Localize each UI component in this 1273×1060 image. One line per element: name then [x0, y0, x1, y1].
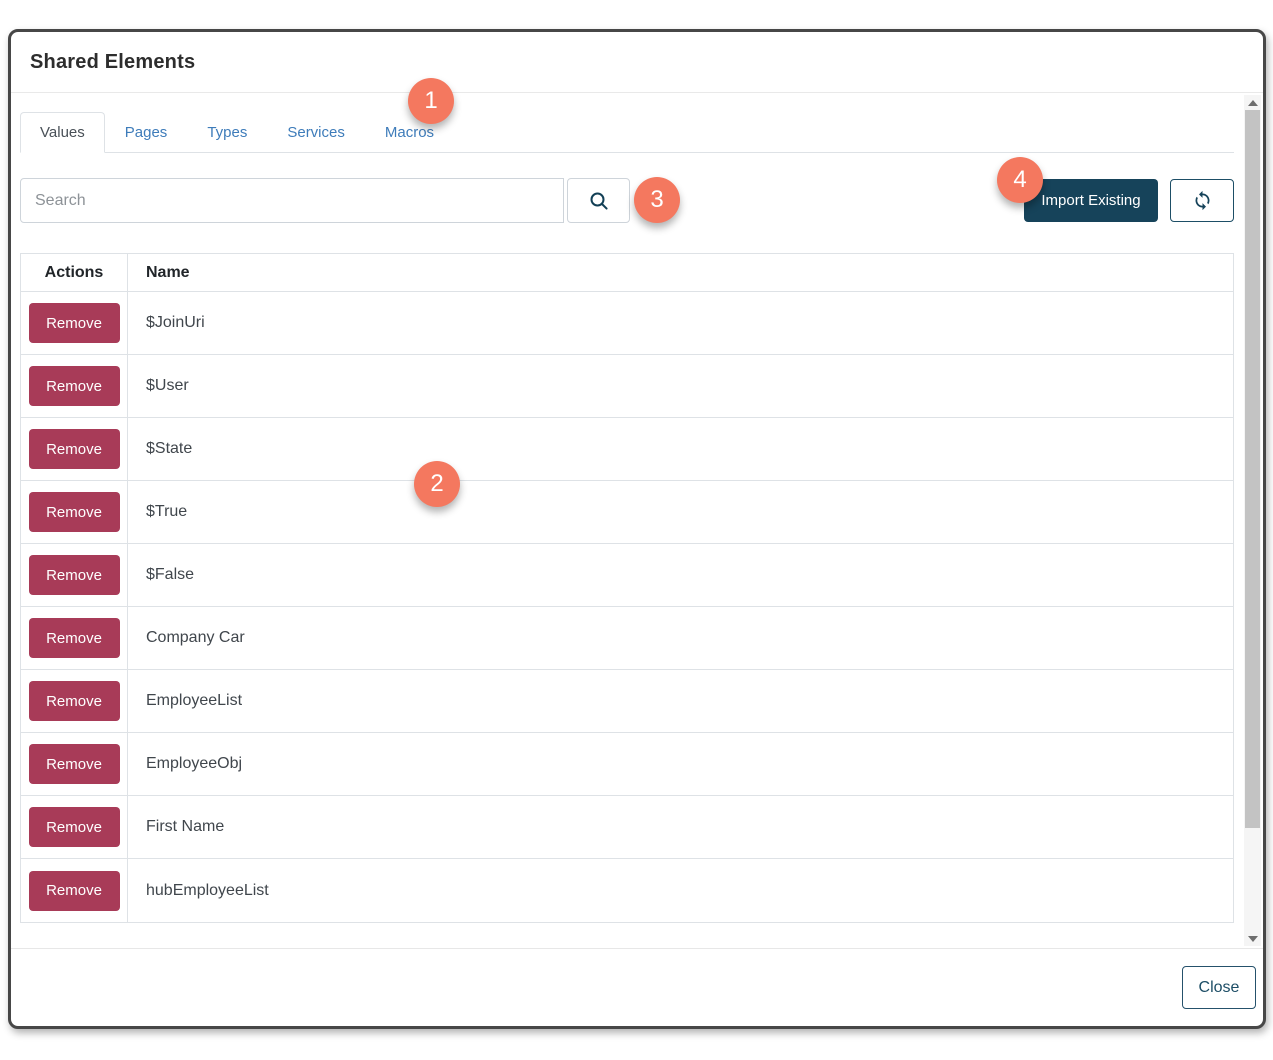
table-row: Remove $State	[21, 418, 1233, 481]
close-button[interactable]: Close	[1182, 966, 1256, 1009]
name-cell: hubEmployeeList	[146, 881, 269, 899]
tab-label: Pages	[124, 124, 168, 141]
scrollbar-down-arrow[interactable]	[1244, 931, 1261, 946]
actions-cell: Remove	[21, 796, 128, 858]
name-cell: $False	[146, 566, 195, 583]
tab-values[interactable]: Values	[20, 112, 105, 153]
modal-title: Shared Elements	[30, 50, 196, 73]
import-existing-button[interactable]: Import Existing	[1024, 179, 1158, 222]
name-cell: Company Car	[146, 629, 245, 646]
vertical-scrollbar[interactable]	[1244, 95, 1261, 946]
shared-elements-table: Actions Name Remove $JoinUri Remove $Use…	[20, 253, 1234, 923]
actions-cell: Remove	[21, 859, 128, 922]
actions-cell: Remove	[21, 292, 128, 354]
triangle-up-icon	[1247, 99, 1258, 106]
remove-button[interactable]: Remove	[28, 366, 120, 406]
remove-button[interactable]: Remove	[28, 429, 120, 469]
magnifier-icon	[588, 190, 610, 212]
table-row: Remove $JoinUri	[21, 292, 1233, 355]
actions-cell: Remove	[21, 733, 128, 795]
tab-pages[interactable]: Pages	[105, 112, 188, 153]
annotation-badge-4: 4	[997, 157, 1043, 203]
actions-cell: Remove	[21, 418, 128, 480]
actions-cell: Remove	[21, 481, 128, 543]
name-cell: $User	[146, 377, 189, 394]
scrollbar-up-arrow[interactable]	[1244, 95, 1261, 110]
actions-cell: Remove	[21, 355, 128, 417]
refresh-button[interactable]	[1170, 179, 1234, 222]
table-row: Remove EmployeeList	[21, 670, 1233, 733]
shared-elements-modal: Shared Elements Values Pages Types Servi…	[8, 29, 1266, 1029]
remove-button[interactable]: Remove	[28, 618, 120, 658]
tab-label: Macros	[384, 124, 435, 141]
triangle-down-icon	[1247, 935, 1258, 942]
table-row: Remove Company Car	[21, 607, 1233, 670]
refresh-icon	[1192, 190, 1213, 211]
remove-button[interactable]: Remove	[28, 681, 120, 721]
table-row: Remove $True	[21, 481, 1233, 544]
table-row: Remove hubEmployeeList	[21, 859, 1233, 922]
table-row: Remove EmployeeObj	[21, 733, 1233, 796]
tab-macros[interactable]: Macros	[365, 112, 454, 153]
actions-cell: Remove	[21, 607, 128, 669]
remove-button[interactable]: Remove	[28, 807, 120, 847]
name-cell: EmployeeObj	[146, 755, 243, 772]
actions-cell: Remove	[21, 670, 128, 732]
tab-label: Services	[287, 124, 345, 141]
search-input[interactable]	[20, 178, 564, 223]
table-row: Remove First Name	[21, 796, 1233, 859]
remove-button[interactable]: Remove	[28, 744, 120, 784]
name-cell: $State	[146, 440, 193, 457]
modal-body: Values Pages Types Services Macros	[11, 93, 1263, 948]
name-cell: $JoinUri	[146, 314, 205, 331]
annotation-badge-2: 2	[414, 461, 460, 507]
remove-button[interactable]: Remove	[28, 870, 120, 911]
search-button[interactable]	[567, 178, 630, 223]
remove-button[interactable]: Remove	[28, 555, 120, 595]
tab-services[interactable]: Services	[267, 112, 365, 153]
table-header-row: Actions Name	[21, 254, 1233, 292]
annotation-badge-3: 3	[634, 177, 680, 223]
table-row: Remove $False	[21, 544, 1233, 607]
name-cell: $True	[146, 503, 188, 520]
remove-button[interactable]: Remove	[28, 303, 120, 343]
scrollbar-thumb[interactable]	[1245, 110, 1260, 828]
table-row: Remove $User	[21, 355, 1233, 418]
tab-label: Values	[40, 124, 85, 141]
name-cell: EmployeeList	[146, 692, 243, 709]
annotation-badge-1: 1	[408, 78, 454, 124]
tab-bar: Values Pages Types Services Macros	[20, 112, 1234, 153]
tab-label: Types	[207, 124, 248, 141]
remove-button[interactable]: Remove	[28, 492, 120, 532]
tab-types[interactable]: Types	[187, 112, 267, 153]
name-cell: First Name	[146, 818, 225, 835]
modal-header: Shared Elements	[11, 32, 1263, 93]
actions-cell: Remove	[21, 544, 128, 606]
column-header-name: Name	[146, 263, 190, 281]
column-header-actions: Actions	[21, 254, 128, 291]
modal-footer: Close	[11, 948, 1263, 1026]
